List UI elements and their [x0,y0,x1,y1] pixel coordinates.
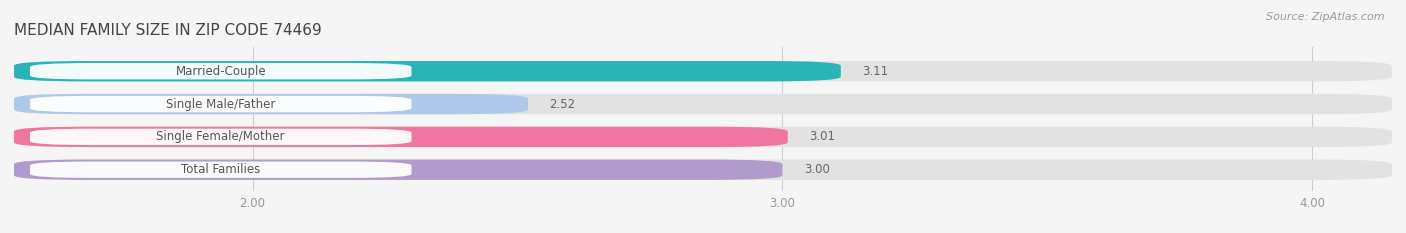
Text: Married-Couple: Married-Couple [176,65,266,78]
FancyBboxPatch shape [30,129,412,145]
FancyBboxPatch shape [14,160,783,180]
FancyBboxPatch shape [14,160,1392,180]
FancyBboxPatch shape [14,61,1392,81]
Text: Total Families: Total Families [181,163,260,176]
FancyBboxPatch shape [14,94,529,114]
FancyBboxPatch shape [30,96,412,112]
Text: Single Female/Mother: Single Female/Mother [156,130,285,143]
Text: MEDIAN FAMILY SIZE IN ZIP CODE 74469: MEDIAN FAMILY SIZE IN ZIP CODE 74469 [14,24,322,38]
Text: 2.52: 2.52 [550,98,575,110]
FancyBboxPatch shape [14,94,1392,114]
Text: Source: ZipAtlas.com: Source: ZipAtlas.com [1267,12,1385,22]
FancyBboxPatch shape [14,61,841,81]
FancyBboxPatch shape [30,161,412,178]
Text: Single Male/Father: Single Male/Father [166,98,276,110]
FancyBboxPatch shape [14,127,787,147]
FancyBboxPatch shape [30,63,412,79]
Text: 3.11: 3.11 [862,65,889,78]
Text: 3.01: 3.01 [808,130,835,143]
FancyBboxPatch shape [14,127,1392,147]
Text: 3.00: 3.00 [804,163,830,176]
